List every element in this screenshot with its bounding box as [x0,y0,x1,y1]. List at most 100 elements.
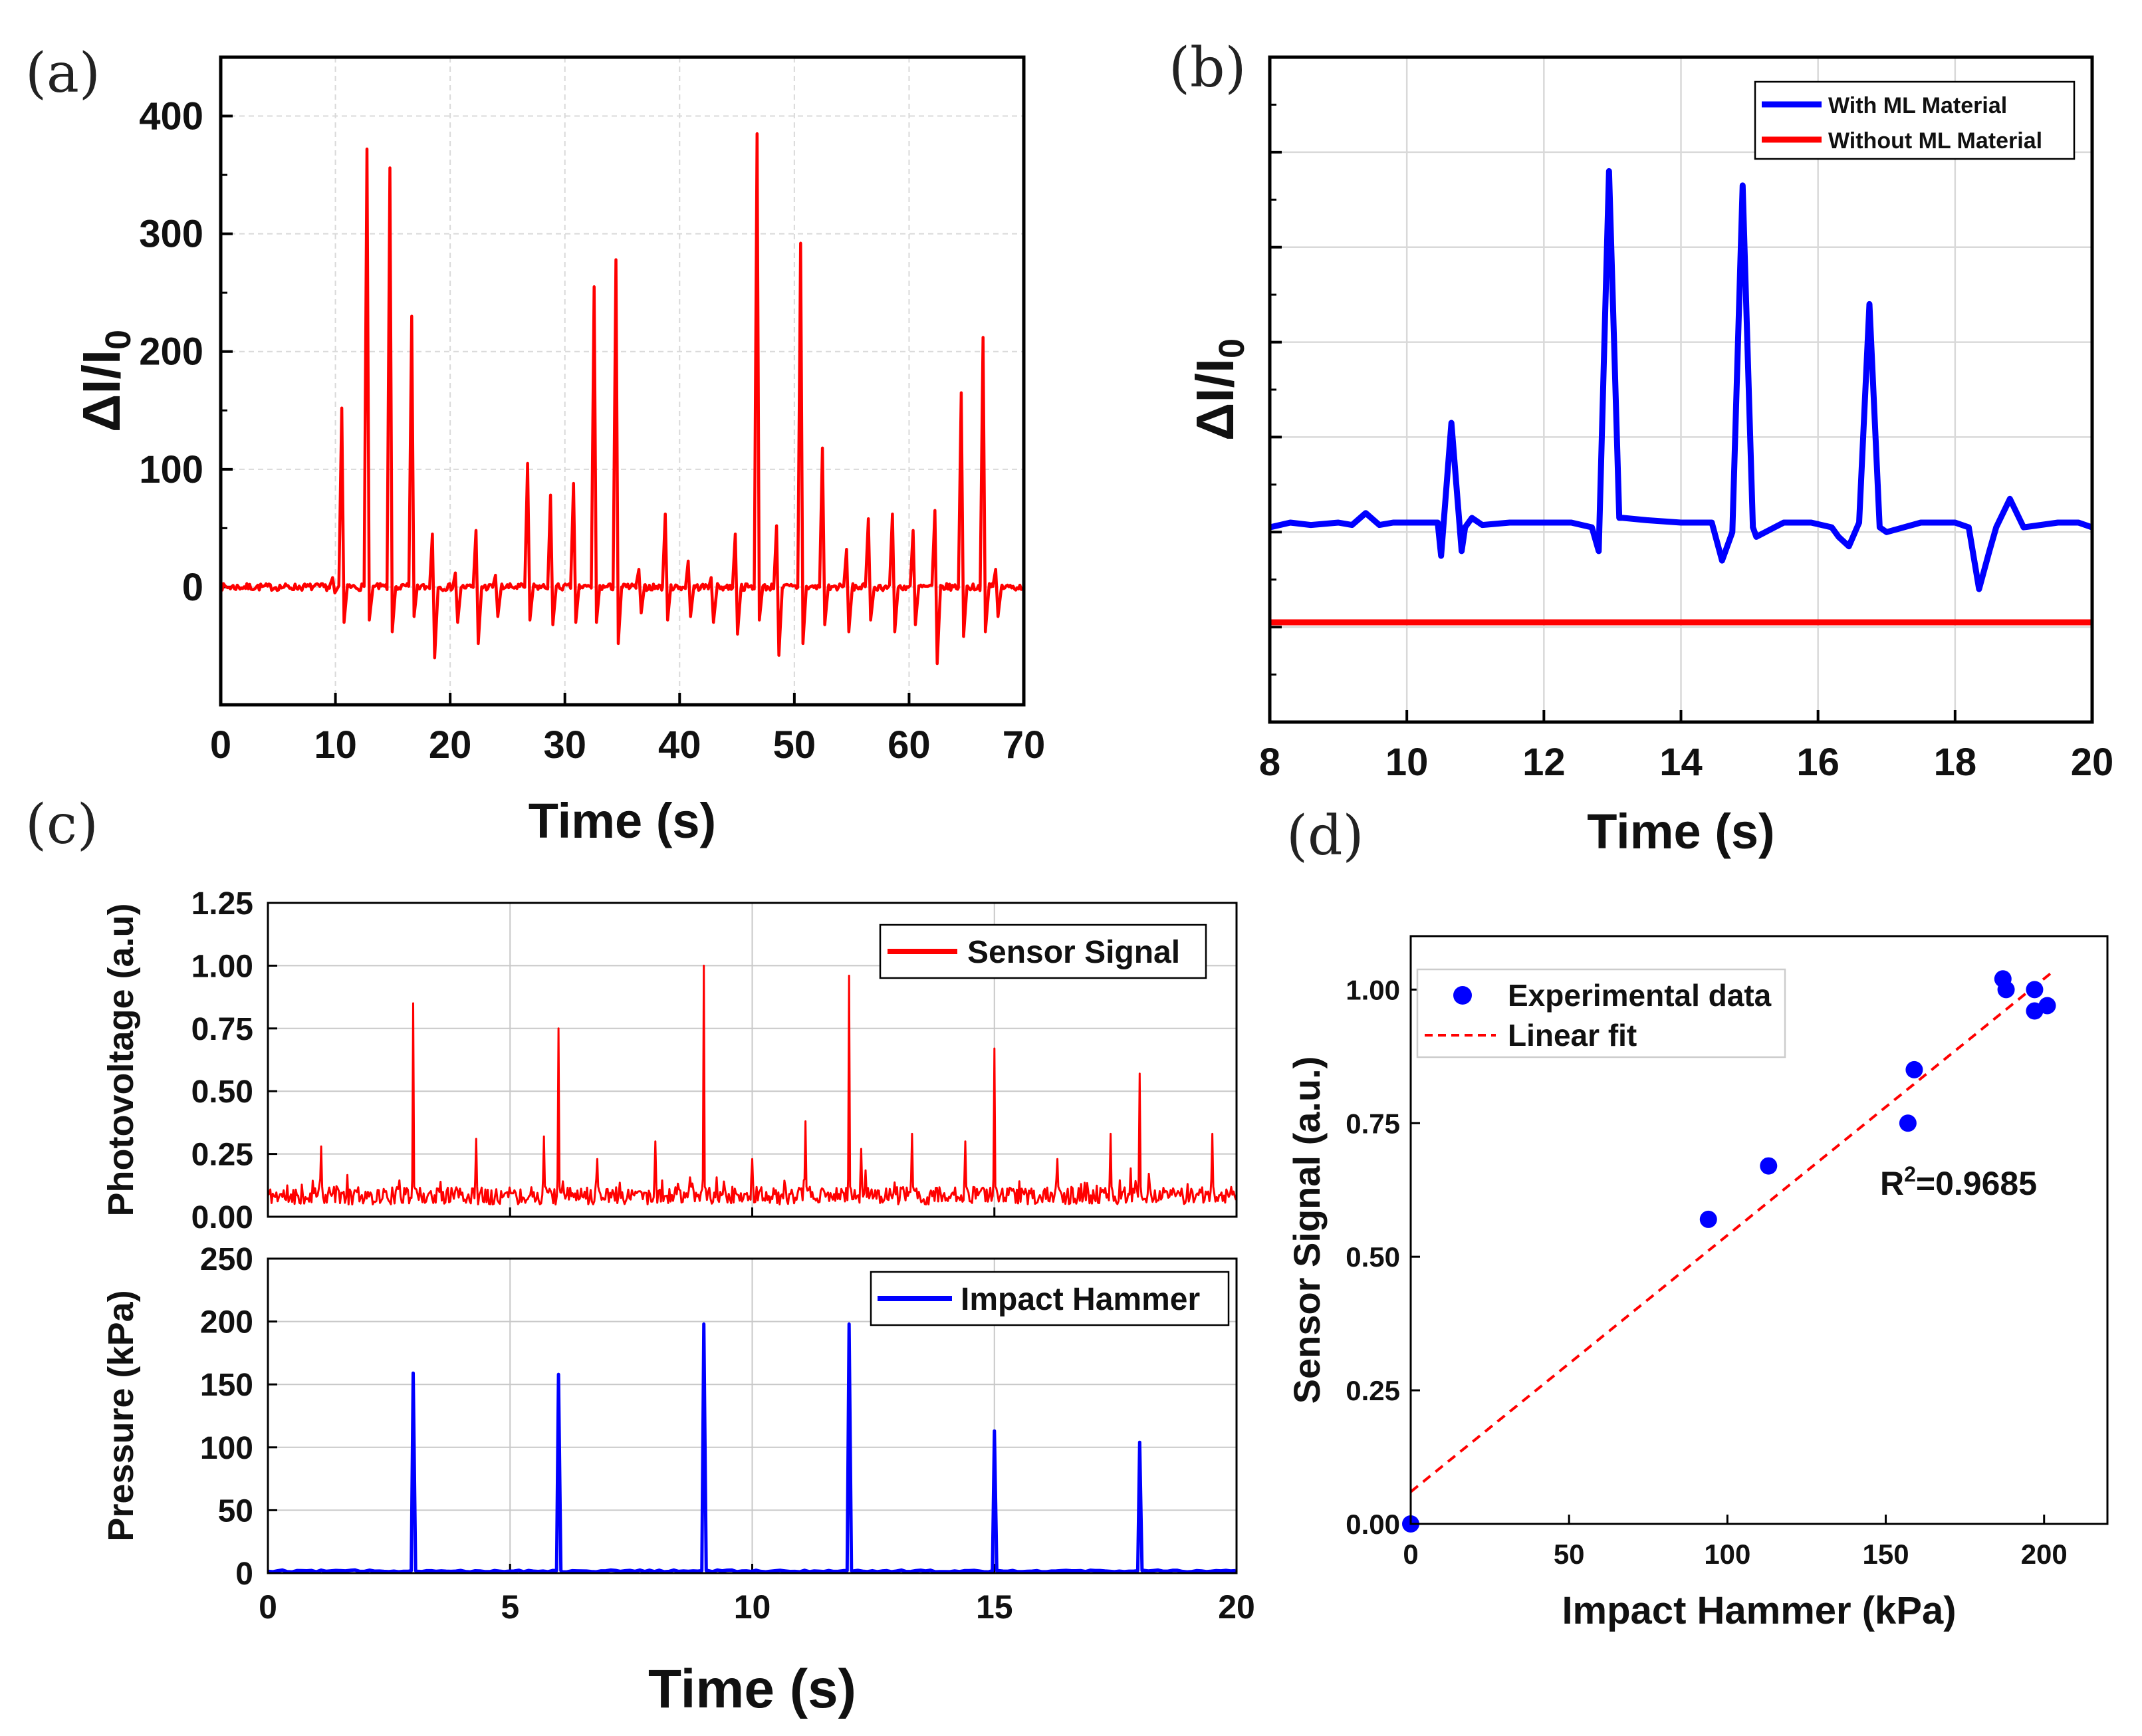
data-point [2026,981,2044,999]
r-squared-annotation: R2=0.9685 [1880,1162,2037,1202]
x-tick-label: 0 [1403,1539,1418,1570]
plot-frame-bottom [267,1257,1238,1574]
legend-label-experimental: Experimental data [1508,978,1772,1013]
y-tick-label: 100 [200,1431,253,1466]
x-axis-title: Time (s) [529,793,716,848]
chart-panel-b: 8 10 12 14 16 18 20 With ML Material Without M… [1185,55,2113,859]
y-tick-label: 150 [200,1368,253,1403]
y-tick-label: 400 [139,95,203,138]
plot-frame [1268,55,2094,724]
x-tick-label: 16 [1796,741,1840,784]
x-tick-label: 60 [888,723,931,767]
x-tick-label: 14 [1659,741,1703,784]
panel-label-c: (c) [25,793,98,856]
y-axis-title: ΔI/I0 [72,330,138,432]
y-tick-label: 0.00 [191,1200,253,1235]
series-line-impact-hammer [267,1322,1236,1574]
plot-frame-top [267,902,1238,1218]
x-tick-label: 0 [259,1588,277,1626]
legend-label-with-ml: With ML Material [1828,93,2007,118]
axis-ticks: 0 10 20 30 40 50 60 70 0 100 200 300 400 [139,95,1045,767]
y-tick-label: 300 [139,213,203,256]
legend-label-linear-fit: Linear fit [1508,1018,1637,1053]
x-tick-label: 18 [1934,741,1977,784]
y-axis-title: ΔI/I0 [1185,338,1252,441]
y-tick-label: 200 [200,1305,253,1340]
r-squared-letter: R [1880,1165,1904,1202]
x-tick-label: 10 [734,1588,771,1626]
data-point [1899,1114,1917,1132]
legend-label: Impact Hammer [961,1282,1200,1317]
x-tick-label: 30 [543,723,586,767]
y-tick-label: 0 [235,1556,253,1592]
panel-label-a: (a) [25,42,100,105]
y-axis-title-main: ΔI/I [1185,358,1245,441]
legend-box [1416,968,1786,1058]
panel-label-b: (b) [1169,37,1246,100]
y-tick-label: 0.75 [1346,1108,1400,1139]
y-axis-title-bottom: Pressure (kPa) [101,1290,141,1541]
data-point [1699,1210,1717,1228]
x-axis-title: Impact Hammer (kPa) [1562,1589,1956,1632]
y-tick-label: 50 [218,1493,253,1529]
grid [221,57,1024,705]
data-point [2038,997,2056,1015]
r-squared-superscript: 2 [1904,1162,1916,1186]
x-tick-label: 40 [658,723,701,767]
data-point [1997,981,2015,999]
y-tick-label: 100 [139,448,203,491]
y-tick-label: 0.25 [1346,1375,1400,1406]
y-tick-label: 0.75 [191,1012,253,1047]
y-axis-title-subscript: 0 [1212,338,1252,358]
series-line-sensor-signal [267,964,1237,1205]
chart-panel-d: 0 50 100 150 200 0.00 0.25 0.50 0.75 1.00 Experim… [1286,935,2109,1632]
x-tick-label: 50 [1554,1539,1585,1570]
y-tick-label: 200 [139,330,203,374]
axis-ticks: 0.000.250.500.751.001.250 5 10 15 2005010015… [191,886,1255,1626]
x-tick-label: 15 [976,1588,1013,1626]
y-tick-label: 250 [200,1242,253,1277]
y-axis-title-main: ΔI/I [72,350,131,432]
legend-label-without-ml: Without ML Material [1828,128,2042,154]
data-point [1760,1157,1778,1175]
x-tick-label: 10 [314,723,357,767]
x-tick-label: 8 [1259,741,1280,784]
x-tick-label: 70 [1003,723,1046,767]
legend-marker-experimental [1453,986,1472,1005]
legend-impact-hammer: Impact Hammer [870,1271,1230,1326]
y-tick-label: 1.00 [1346,974,1400,1005]
x-tick-label: 0 [210,723,231,767]
data-point [1905,1060,1923,1078]
legend-label: Sensor Signal [967,935,1180,970]
y-tick-label: 0.25 [191,1138,253,1173]
legend: Experimental data Linear fit [1416,968,1786,1058]
y-tick-label: 0.50 [191,1074,253,1110]
x-tick-label: 12 [1522,741,1566,784]
y-axis-title-subscript: 0 [98,330,138,350]
x-tick-label: 100 [1704,1539,1750,1570]
legend-sensor-signal: Sensor Signal [879,924,1207,979]
y-tick-label: 0.50 [1346,1241,1400,1273]
y-tick-label: 0.00 [1346,1509,1400,1540]
axis-ticks: 8 10 12 14 16 18 20 [1259,56,2113,784]
x-tick-label: 5 [501,1588,519,1626]
chart-panel-a: 0 10 20 30 40 50 60 70 0 100 200 300 400 Time (s) ΔI… [72,55,1045,848]
axis-ticks: 0 50 100 150 200 0.00 0.25 0.50 0.75 1.00 [1346,974,2068,1570]
x-tick-label: 20 [1218,1588,1255,1626]
y-axis-title-top: Photovoltage (a.u) [101,904,141,1217]
legend: With ML Material Without ML Material [1754,80,2076,160]
panel-label-d: (d) [1286,805,1364,868]
series-line-with-ml [1268,168,2093,592]
y-tick-label: 0 [182,566,203,609]
x-axis-title: Time (s) [648,1659,856,1719]
x-tick-label: 20 [429,723,472,767]
x-tick-label: 200 [2021,1539,2068,1570]
legend-box [1754,80,2076,160]
plot-frame [1409,935,2109,1525]
y-tick-label: 1.25 [191,886,253,922]
x-tick-label: 50 [773,723,816,767]
x-axis-title: Time (s) [1587,804,1774,859]
r-squared-value: =0.9685 [1916,1165,2037,1202]
y-tick-label: 1.00 [191,949,253,984]
